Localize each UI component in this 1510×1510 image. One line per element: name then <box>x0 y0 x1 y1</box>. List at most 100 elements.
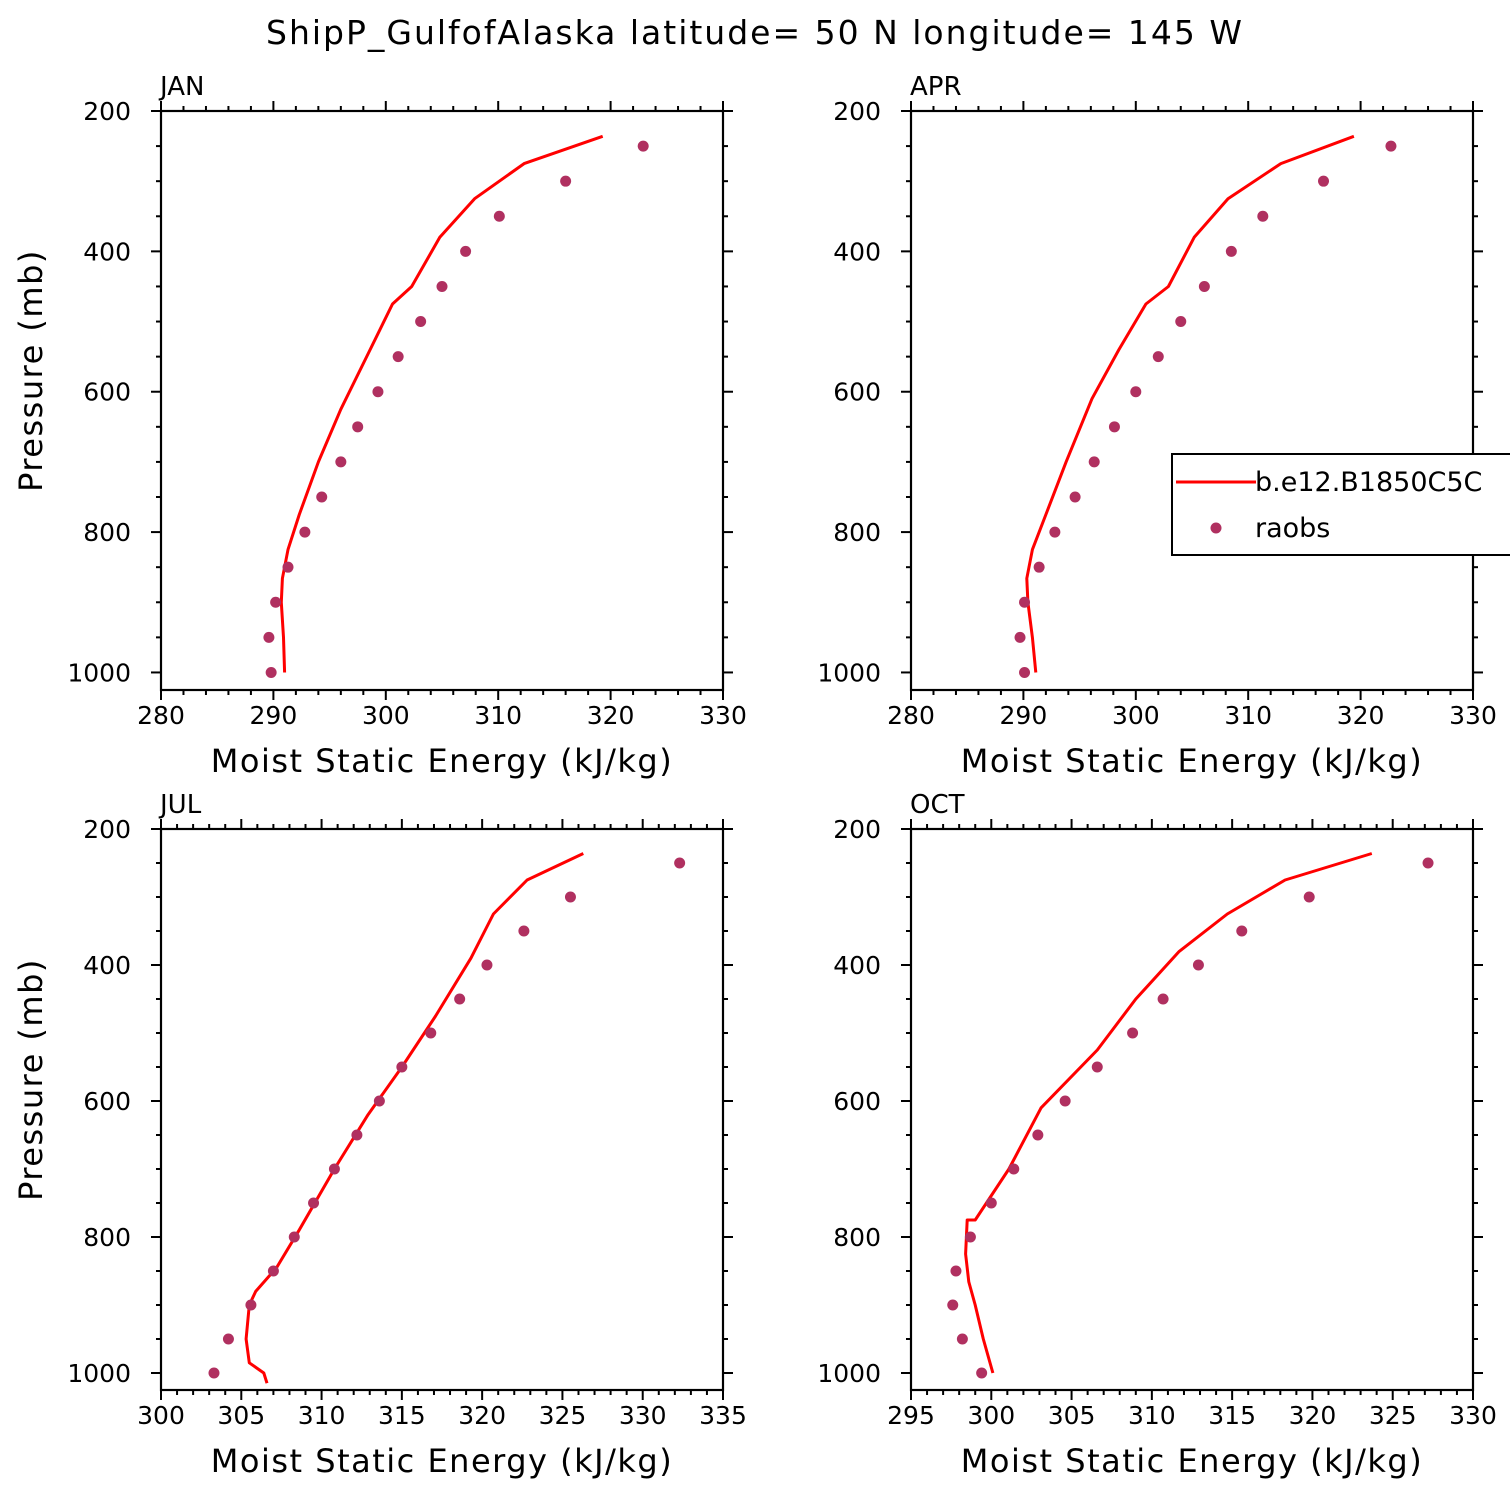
raobs-point <box>1059 1095 1071 1107</box>
raobs-point <box>267 1265 279 1277</box>
raobs-point <box>637 140 649 152</box>
raobs-point <box>299 526 311 538</box>
x-tick-label: 290 <box>250 701 298 730</box>
raobs-point <box>1108 421 1120 433</box>
plot-frame <box>909 109 1475 692</box>
raobs-point <box>493 210 505 222</box>
plot-frame <box>909 827 1475 1392</box>
x-axis-title: Moist Static Energy (kJ/kg) <box>961 1442 1423 1480</box>
model-series-line <box>244 852 584 1384</box>
y-tick-label: 1000 <box>67 1359 131 1388</box>
model-series-line <box>964 852 1373 1374</box>
raobs-point <box>1088 456 1100 468</box>
panel-jul: JUL 300 305 310 315 320 325 330 335 200 400 600 800 1… <box>12 790 747 1480</box>
x-tick-label: 300 <box>137 1401 185 1430</box>
raobs-point <box>1236 925 1248 937</box>
raobs-point <box>1091 1061 1103 1073</box>
x-tick-label: 280 <box>137 701 185 730</box>
raobs-point <box>1192 959 1204 971</box>
x-tick-label: 310 <box>1224 701 1272 730</box>
raobs-point <box>208 1367 220 1379</box>
y-axis-title: Pressure (mb) <box>12 249 50 492</box>
raobs-point <box>1225 245 1237 257</box>
x-tick-label: 330 <box>1449 701 1497 730</box>
raobs-point <box>454 993 466 1005</box>
raobs-point <box>460 245 472 257</box>
x-tick-label: 305 <box>217 1401 265 1430</box>
x-tick-label: 300 <box>362 701 410 730</box>
y-axis-title: Pressure (mb) <box>12 958 50 1201</box>
raobs-point <box>1257 210 1269 222</box>
y-tick-label: 200 <box>83 815 131 844</box>
raobs-point <box>674 857 686 869</box>
raobs-point <box>425 1027 437 1039</box>
y-tick-label: 200 <box>83 97 131 126</box>
raobs-point <box>352 421 364 433</box>
raobs-point <box>1385 140 1397 152</box>
x-tick-label: 315 <box>1208 1401 1256 1430</box>
raobs-point <box>373 1095 385 1107</box>
panel-jan: JAN 280 290 300 310 320 330 200 400 600 800 1000 Moi… <box>12 72 747 780</box>
x-tick-label: 315 <box>378 1401 426 1430</box>
legend-model-label: b.e12.B1850C5C <box>1255 467 1482 498</box>
raobs-point <box>1033 561 1045 573</box>
raobs-point <box>1422 857 1434 869</box>
raobs-point <box>436 280 448 292</box>
y-tick-label: 400 <box>833 951 881 980</box>
raobs-point <box>1318 175 1330 187</box>
raobs-point <box>396 1061 408 1073</box>
raobs-point <box>1127 1027 1139 1039</box>
x-tick-label: 280 <box>887 701 935 730</box>
raobs-point <box>222 1333 234 1345</box>
y-tick-label: 800 <box>833 518 881 547</box>
raobs-point <box>564 891 576 903</box>
y-tick-label: 200 <box>833 815 881 844</box>
raobs-point <box>964 1231 976 1243</box>
panel-label: JAN <box>158 72 204 102</box>
y-tick-label: 200 <box>833 97 881 126</box>
raobs-point <box>1008 1163 1020 1175</box>
panel-label: JUL <box>158 790 202 820</box>
x-axis-title: Moist Static Energy (kJ/kg) <box>961 742 1423 780</box>
raobs-point <box>1019 666 1031 678</box>
raobs-point <box>415 316 427 328</box>
raobs-point <box>1303 891 1315 903</box>
x-tick-label: 330 <box>699 701 747 730</box>
x-tick-label: 300 <box>1112 701 1160 730</box>
x-tick-label: 305 <box>1048 1401 1096 1430</box>
y-tick-label: 800 <box>83 518 131 547</box>
y-tick-label: 800 <box>833 1223 881 1252</box>
raobs-point <box>265 666 277 678</box>
plot-frame <box>159 109 725 692</box>
panel-label: APR <box>910 72 962 102</box>
raobs-point <box>328 1163 340 1175</box>
y-tick-label: 800 <box>83 1223 131 1252</box>
x-tick-label: 320 <box>458 1401 506 1430</box>
raobs-point <box>1069 491 1081 503</box>
raobs-point <box>282 561 294 573</box>
raobs-point <box>956 1333 968 1345</box>
raobs-point <box>1049 526 1061 538</box>
y-tick-label: 1000 <box>817 658 881 687</box>
raobs-point <box>1152 351 1164 363</box>
plot-frame <box>159 827 725 1392</box>
y-tick-label: 1000 <box>67 658 131 687</box>
raobs-point <box>1175 316 1187 328</box>
raobs-point <box>392 351 404 363</box>
x-axis-title: Moist Static Energy (kJ/kg) <box>211 1442 673 1480</box>
x-tick-label: 330 <box>619 1401 667 1430</box>
raobs-point <box>518 925 530 937</box>
y-tick-label: 600 <box>833 378 881 407</box>
x-tick-label: 310 <box>1128 1401 1176 1430</box>
y-tick-label: 600 <box>833 1087 881 1116</box>
raobs-point <box>985 1197 997 1209</box>
legend-box <box>1171 453 1510 556</box>
y-tick-label: 600 <box>83 1087 131 1116</box>
model-series-line <box>1025 134 1355 673</box>
raobs-point <box>335 456 347 468</box>
x-tick-label: 325 <box>1369 1401 1417 1430</box>
x-tick-label: 295 <box>887 1401 935 1430</box>
y-tick-label: 400 <box>83 237 131 266</box>
legend-obs-label: raobs <box>1255 513 1330 544</box>
